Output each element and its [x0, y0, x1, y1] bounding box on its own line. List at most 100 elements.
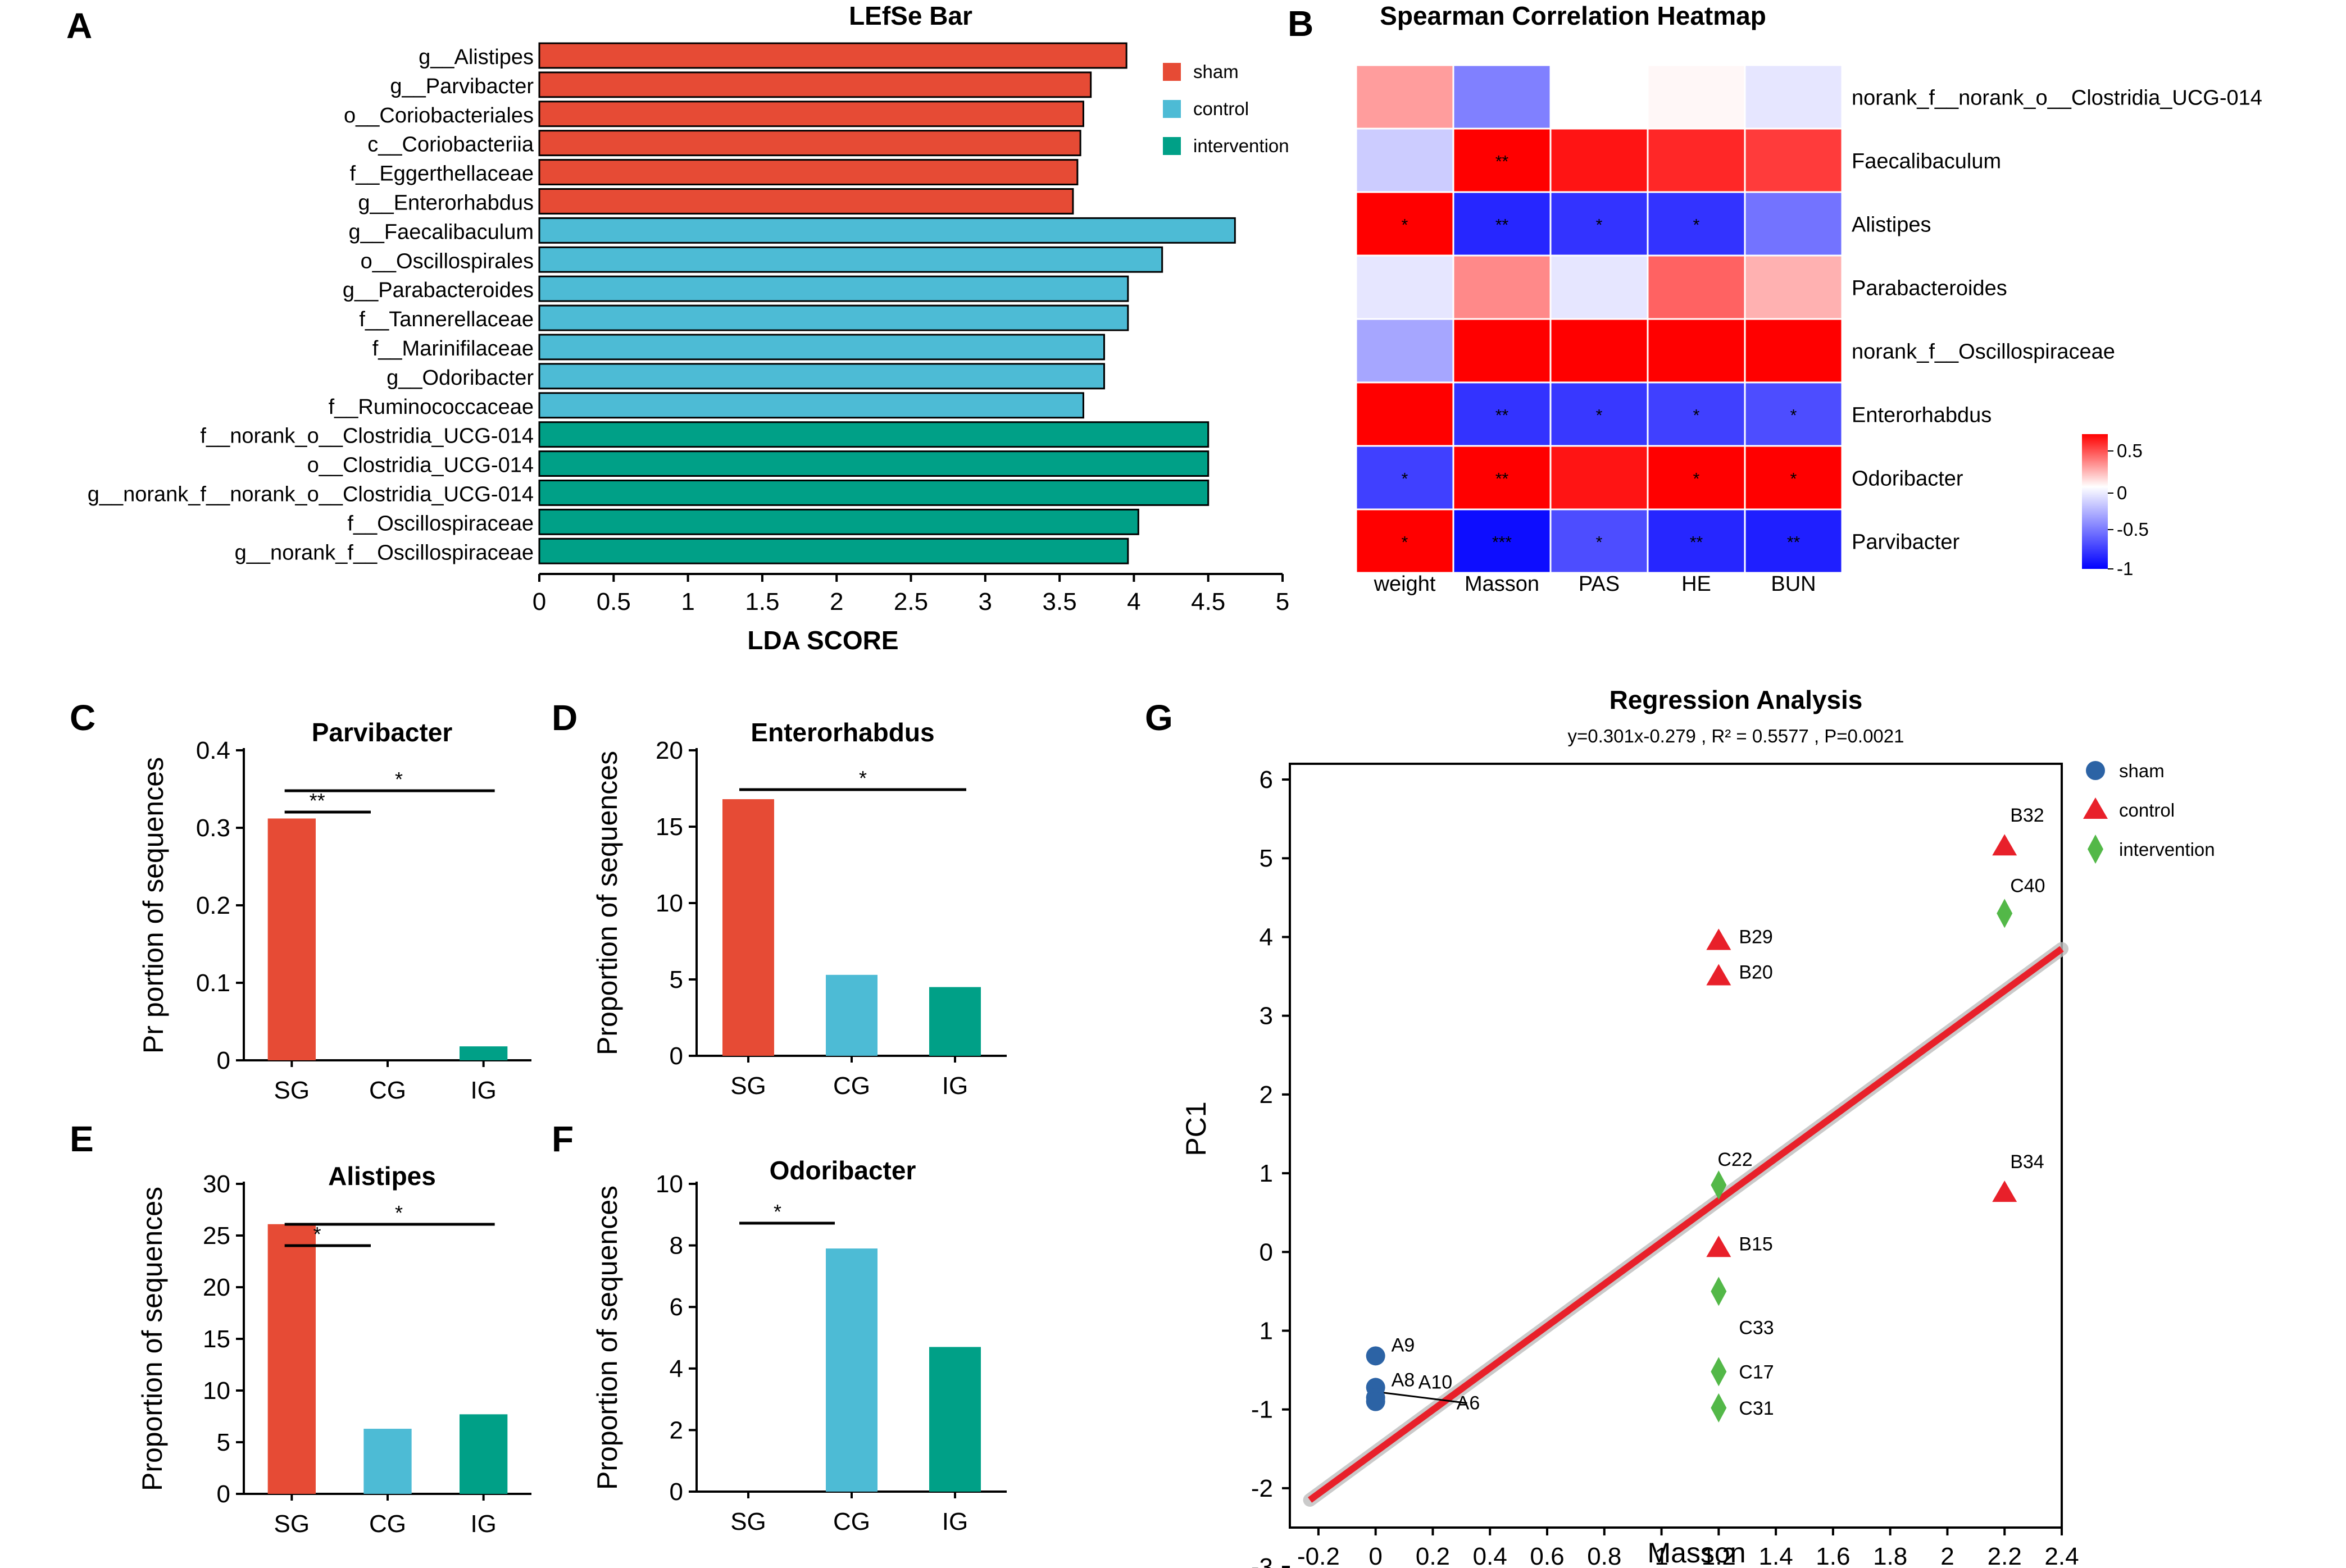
y-tick-label: -2 [1251, 1475, 1273, 1502]
regression-legend-label: sham [2119, 760, 2165, 781]
lefse-legend-swatch [1163, 137, 1181, 155]
y-tick-label: -3 [1251, 1553, 1273, 1568]
x-tick-label: 0 [1368, 1543, 1382, 1568]
scatter-point-sham [2086, 761, 2105, 780]
x-tick-label: CG [833, 1508, 870, 1535]
scatter-point-intervention [1711, 1277, 1727, 1306]
y-tick-label: -1 [1251, 1396, 1273, 1424]
y-tick-label: 0.1 [196, 969, 230, 997]
heatmap-cell [1744, 64, 1843, 130]
scatter-point-label: A10 [1418, 1372, 1453, 1393]
y-tick-label: 3 [1260, 1002, 1273, 1030]
significance-label: * [859, 767, 867, 790]
bar [460, 1046, 508, 1060]
panel-label-b: B [1288, 3, 1313, 44]
scatter-point-intervention [1711, 1170, 1727, 1200]
lefse-x-tick-label: 0.5 [597, 588, 631, 616]
y-tick-label: 6 [670, 1293, 683, 1321]
y-tick-label: 1 [1260, 1160, 1273, 1187]
significance-label: ** [310, 789, 325, 812]
colorbar-tick-label: -0.5 [2117, 519, 2149, 540]
lefse-bar [538, 217, 1236, 244]
lefse-bar-label: o__Coriobacteriales [344, 104, 534, 127]
y-tick-label: 10 [656, 1170, 683, 1198]
scatter-point-label: B32 [2010, 805, 2044, 826]
lefse-bar-label: g__Enterorhabdus [358, 191, 534, 215]
heatmap-cell-stars: * [1790, 470, 1797, 489]
scatter-point-control [1992, 1180, 2017, 1202]
scatter-point-label: C17 [1739, 1361, 1774, 1383]
scatter-point-sham [1366, 1346, 1385, 1366]
significance-label: * [395, 1201, 403, 1224]
heatmap-cell-stars: *** [1492, 534, 1512, 552]
label-leader-line [1379, 1391, 1467, 1404]
heatmap-colorbar [2082, 434, 2108, 569]
scatter-point-label: B34 [2010, 1151, 2044, 1173]
y-tick-label: 20 [203, 1274, 230, 1301]
x-tick-label: IG [470, 1077, 496, 1104]
panel-label-e: E [70, 1119, 94, 1159]
scatter-point-control [1992, 834, 2017, 856]
x-tick-label: SG [274, 1077, 310, 1104]
heatmap-cell-stars: * [1402, 470, 1408, 489]
scatter-point-label: B29 [1739, 926, 1773, 947]
y-tick-label: 15 [203, 1325, 230, 1353]
scatter-point-label: A6 [1457, 1393, 1480, 1414]
heatmap-cell-stars: * [1790, 407, 1797, 425]
y-axis-title: Pr portion of sequences [138, 757, 169, 1054]
heatmap-cell [1647, 318, 1746, 384]
heatmap-cell-stars: * [1596, 534, 1603, 552]
y-tick-label: 2 [670, 1416, 683, 1444]
lefse-bar [538, 537, 1129, 564]
heatmap-cell-stars: ** [1690, 534, 1703, 552]
heatmap-cell [1647, 254, 1746, 320]
lefse-x-tick-label: 4 [1127, 588, 1140, 616]
bar [363, 1429, 412, 1494]
heatmap-cell [1549, 445, 1649, 510]
lefse-bar-label: f__Tannerellaceae [359, 308, 534, 331]
y-tick-label: 10 [656, 890, 683, 917]
lefse-bar [538, 275, 1129, 302]
lefse-bar-label: o__Oscillospirales [361, 249, 534, 273]
heatmap-column-label: weight [1374, 572, 1436, 596]
bar-chart-title: Parvibacter [312, 718, 453, 747]
scatter-point-control [1706, 1236, 1731, 1257]
scatter-point-sham [1366, 1392, 1385, 1411]
scatter-point-label: C33 [1739, 1317, 1774, 1338]
plot-frame [1289, 763, 2063, 1529]
y-tick-label: 0 [217, 1047, 230, 1074]
scatter-point-label: C22 [1717, 1149, 1752, 1170]
lefse-bar [538, 101, 1084, 127]
y-tick-label: 25 [203, 1222, 230, 1250]
y-axis-title: Proportion of sequences [137, 1187, 168, 1491]
scatter-point-intervention [1711, 1357, 1727, 1387]
lefse-bar [538, 42, 1127, 69]
heatmap-cell [1355, 508, 1454, 574]
lefse-x-axis-title: LDA SCORE [747, 626, 898, 655]
heatmap-row-label: norank_f__Oscillospiraceae [1852, 340, 2115, 364]
x-tick-label: 2 [1940, 1543, 1954, 1568]
lefse-bar-label: f__Marinifilaceae [372, 337, 534, 361]
lefse-legend-label: sham [1193, 61, 1239, 82]
heatmap-cell [1355, 381, 1454, 447]
x-tick-label: 2.2 [1988, 1543, 2022, 1568]
heatmap-cell-stars: * [1402, 534, 1408, 552]
lefse-bar [538, 508, 1139, 535]
heatmap-cell-stars: * [1693, 407, 1700, 425]
heatmap-cell-stars: ** [1495, 407, 1509, 425]
heatmap-cell-stars: ** [1495, 153, 1509, 171]
heatmap-row-label: Parvibacter [1852, 531, 1960, 554]
heatmap-cell [1744, 191, 1843, 257]
lefse-x-tick-label: 0 [533, 588, 546, 616]
bar-chart-title: Odoribacter [770, 1156, 916, 1185]
heatmap-column-label: PAS [1579, 572, 1620, 596]
lefse-bar [538, 334, 1105, 361]
heatmap-cell [1549, 64, 1649, 130]
panel-label-d: D [552, 698, 578, 738]
x-tick-label: IG [942, 1508, 968, 1535]
y-tick-label: 5 [217, 1429, 230, 1456]
y-tick-label: 10 [203, 1377, 230, 1405]
y-tick-label: 0 [670, 1478, 683, 1506]
heatmap-cell [1647, 508, 1746, 574]
